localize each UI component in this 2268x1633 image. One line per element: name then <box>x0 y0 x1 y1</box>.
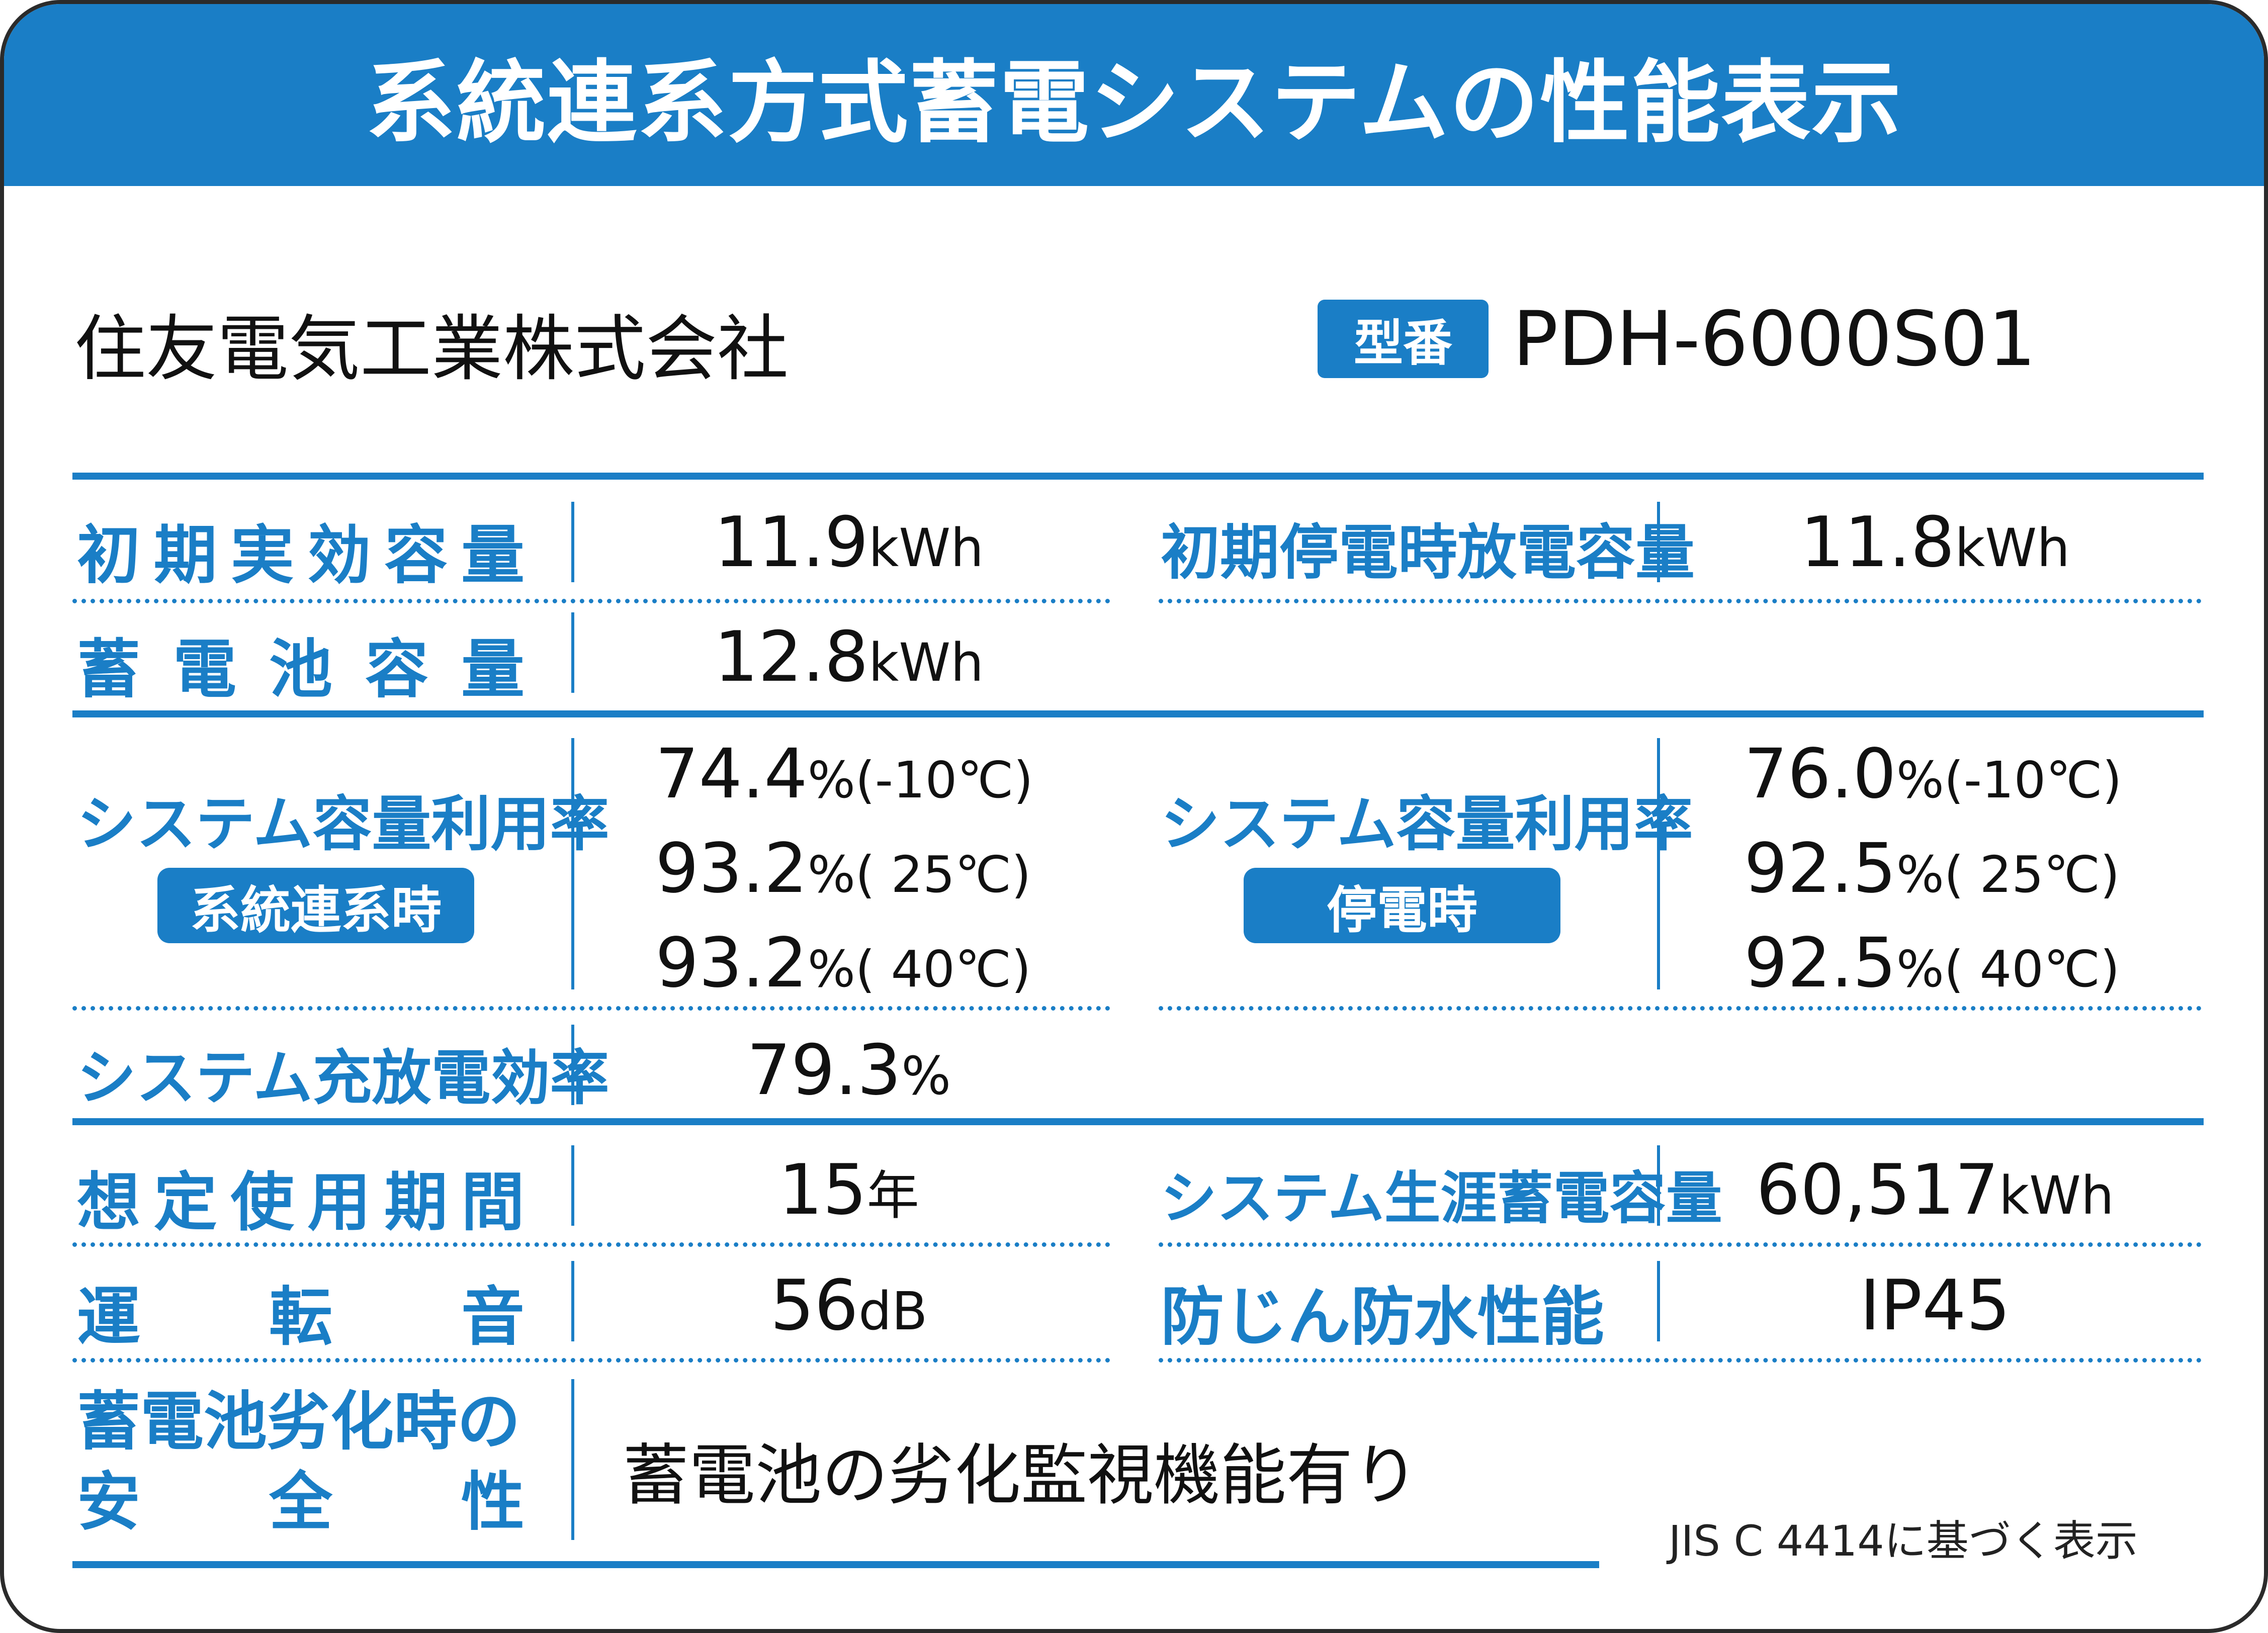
noise-value: 56dB <box>770 1265 928 1346</box>
outage-utilization-values: 76.0%(-10℃) 92.5%( 25℃) 92.5%( 40℃) <box>1744 730 2122 1014</box>
grid-utilization-row: 93.2%( 25℃) <box>655 829 1031 909</box>
grid-mode-badge: 系統連系時 <box>157 868 474 943</box>
efficiency-value: 79.3% <box>746 1030 951 1111</box>
lifetime-capacity-label: システム生涯蓄電容量 <box>1161 1166 1722 1231</box>
battery-capacity-label: 蓄電池容量 <box>77 632 525 706</box>
section-divider <box>72 1561 1599 1568</box>
outage-utilization-row: 92.5%( 25℃) <box>1744 829 2120 909</box>
row-divider <box>1159 1358 2202 1363</box>
column-separator <box>571 738 574 989</box>
outage-utilization-label: システム容量利用率 <box>1161 789 1693 859</box>
row-divider <box>72 1006 1110 1011</box>
efficiency-label: システム充放電効率 <box>77 1043 609 1113</box>
column-separator <box>571 1025 574 1105</box>
row-divider <box>1159 599 2202 603</box>
lifetime-value: 15年 <box>778 1149 919 1230</box>
model-number: PDH-6000S01 <box>1513 296 2036 383</box>
safety-label: 蓄電池劣化時の 安全性 <box>77 1385 525 1539</box>
column-separator <box>571 1145 574 1226</box>
initial-capacity-value: 11.9kWh <box>714 502 984 583</box>
row-divider <box>72 1242 1110 1247</box>
grid-utilization-label: システム容量利用率 <box>77 789 609 859</box>
row-divider <box>72 1358 1110 1363</box>
lifetime-label: 想定使用期間 <box>77 1165 525 1239</box>
ingress-protection-label: 防じん防水性能 <box>1161 1280 1604 1354</box>
standard-footnote: JIS C 4414に基づく表示 <box>1669 1516 2138 1566</box>
company-name: 住友電気工業株式会社 <box>74 308 789 391</box>
row-divider <box>72 599 1110 603</box>
column-separator <box>571 1379 574 1540</box>
outage-capacity-value: 11.8kWh <box>1800 502 2070 583</box>
section-divider <box>72 1118 2204 1125</box>
column-separator <box>1657 738 1660 989</box>
outage-mode-badge: 停電時 <box>1244 868 1560 943</box>
column-separator <box>571 502 574 582</box>
section-divider <box>72 710 2204 717</box>
initial-capacity-label: 初期実効容量 <box>77 518 525 592</box>
grid-utilization-row: 74.4%(-10℃) <box>655 735 1033 814</box>
safety-value: 蓄電池の劣化監視機能有り <box>623 1437 1419 1514</box>
column-separator <box>1657 1145 1660 1226</box>
row-divider <box>1159 1242 2202 1247</box>
column-separator <box>571 1261 574 1341</box>
column-separator <box>1657 502 1660 582</box>
lifetime-capacity-value: 60,517kWh <box>1756 1149 2114 1230</box>
outage-utilization-row: 76.0%(-10℃) <box>1744 735 2122 814</box>
outage-capacity-label: 初期停電時放電容量 <box>1161 518 1695 587</box>
grid-utilization-values: 74.4%(-10℃) 93.2%( 25℃) 93.2%( 40℃) <box>655 730 1033 1014</box>
outage-utilization-row: 92.5%( 40℃) <box>1744 924 2120 1003</box>
ingress-protection-value: IP45 <box>1860 1265 2011 1346</box>
model-label-badge: 型番 <box>1318 300 1489 378</box>
section-divider <box>72 473 2204 480</box>
noise-label: 運転音 <box>77 1280 525 1354</box>
column-separator <box>1657 1261 1660 1341</box>
grid-utilization-row: 93.2%( 40℃) <box>655 924 1031 1003</box>
battery-capacity-value: 12.8kWh <box>714 616 984 697</box>
page-title: 系統連系方式蓄電システムの性能表示 <box>4 4 2264 186</box>
row-divider <box>1159 1006 2202 1011</box>
column-separator <box>571 612 574 693</box>
